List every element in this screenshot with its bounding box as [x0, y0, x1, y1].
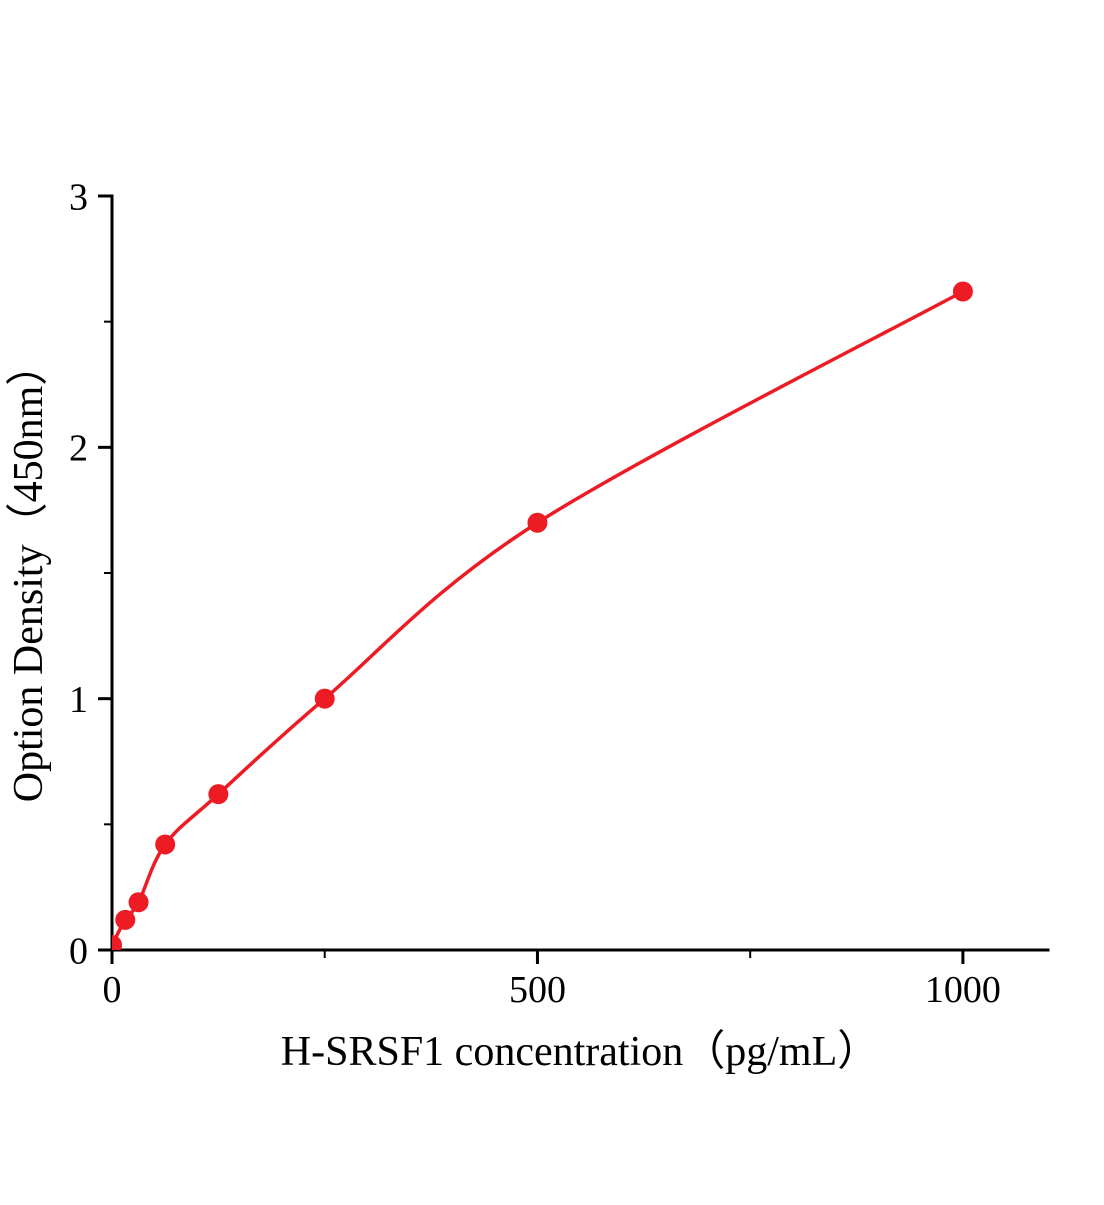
x-tick-label: 0 — [103, 969, 122, 1011]
data-point-marker — [115, 909, 136, 930]
y-tick-label: 3 — [69, 176, 88, 218]
curve-line — [112, 289, 965, 947]
data-point-marker — [112, 934, 122, 950]
series-group — [112, 281, 973, 950]
data-point-marker — [314, 688, 335, 709]
data-point-marker — [952, 281, 973, 302]
data-point-marker — [128, 892, 149, 913]
data-point-marker — [527, 512, 548, 533]
y-tick-label: 2 — [69, 428, 88, 470]
y-tick-label: 1 — [69, 679, 88, 721]
x-tick-label: 1000 — [925, 969, 1001, 1011]
y-tick-label: 0 — [69, 930, 88, 972]
x-axis-title: H-SRSF1 concentration（pg/mL） — [281, 1029, 879, 1075]
y-axis-title: Option Density（450nm） — [6, 344, 52, 803]
data-point-marker — [155, 834, 176, 855]
data-point-marker — [208, 784, 229, 805]
x-tick-label: 500 — [509, 969, 566, 1011]
